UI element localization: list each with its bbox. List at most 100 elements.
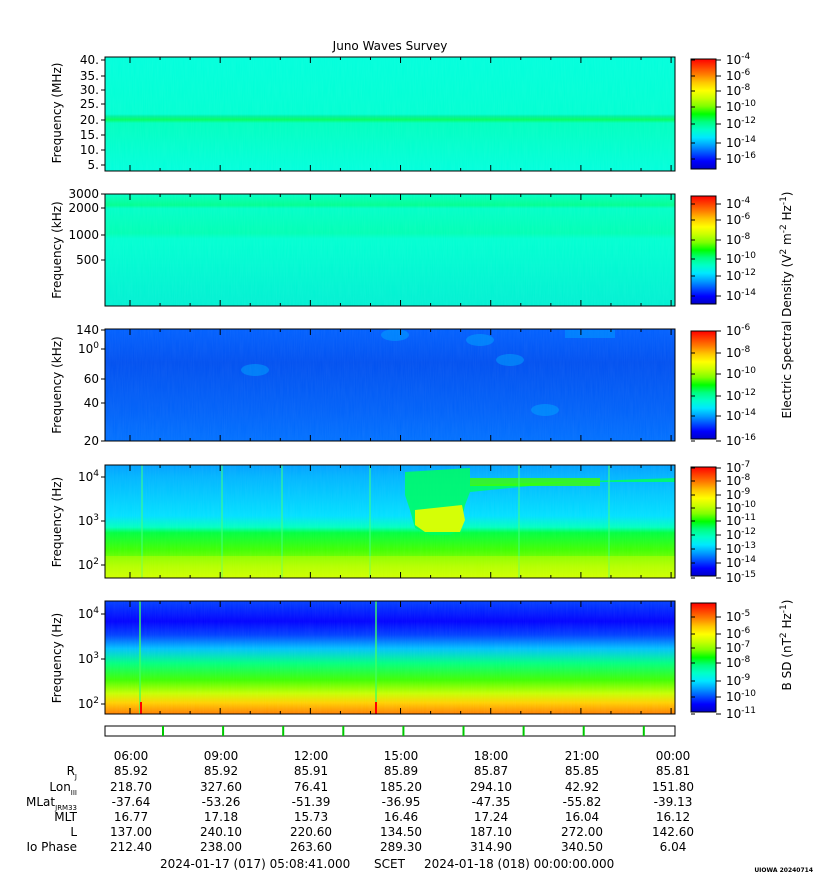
y-tick-label: 40 bbox=[84, 396, 99, 410]
ephemeris-value: 220.60 bbox=[290, 825, 332, 839]
panel-frame bbox=[104, 193, 676, 307]
ephemeris-row-label: L bbox=[70, 825, 77, 839]
y-tick-label: 104 bbox=[78, 606, 99, 621]
colorbar-5: 10-5 10-610-710-8 10-910-10 10-11 bbox=[690, 602, 756, 721]
figure-title: Juno Waves Survey bbox=[332, 39, 448, 53]
colorbar-tick-label: 10-12 bbox=[726, 388, 756, 403]
y-tick-label: 20 bbox=[84, 434, 99, 448]
y-tick-label: 30. bbox=[80, 83, 99, 97]
ephemeris-value: 85.87 bbox=[474, 764, 508, 778]
y-tick-label: 35. bbox=[80, 69, 99, 83]
time-range-start: 2024-01-17 (017) 05:08:41.000 bbox=[160, 857, 350, 871]
colorbar-4: 10-710-810-910-1010-1110-1210-1310-1410-… bbox=[690, 460, 756, 585]
y-tick-label: 1000 bbox=[68, 228, 99, 242]
y-tick-label: 102 bbox=[78, 696, 99, 711]
time-label: 18:00 bbox=[474, 749, 509, 763]
time-label: 09:00 bbox=[204, 749, 239, 763]
colorbar-label-electric: Electric Spectral Density (V2 m-2 Hz-1) bbox=[779, 191, 794, 418]
colorbar-tick-label: 10-9 bbox=[726, 673, 751, 688]
ephemeris-value: 76.41 bbox=[294, 780, 328, 794]
ephemeris-value: 340.50 bbox=[561, 840, 603, 854]
panel-frame bbox=[104, 328, 676, 442]
ephemeris-value: 137.00 bbox=[110, 825, 152, 839]
ephemeris-row-label: Io Phase bbox=[26, 840, 77, 854]
ephemeris-value: 42.92 bbox=[565, 780, 599, 794]
y-tick-label: 103 bbox=[78, 513, 99, 528]
ephemeris-value: 238.00 bbox=[200, 840, 242, 854]
ephemeris-value: 272.00 bbox=[561, 825, 603, 839]
colorbar-tick-label: 10-11 bbox=[726, 706, 756, 721]
ephemeris-value: 6.04 bbox=[660, 840, 687, 854]
y-tick-label: 10. bbox=[80, 143, 99, 157]
ephemeris-value: 327.60 bbox=[200, 780, 242, 794]
panel-1: 40. 35.30.25. 20.15.10.5. Frequency (MHz) 10… bbox=[50, 52, 756, 172]
colorbar-tick-label: 10-6 bbox=[726, 68, 751, 83]
colorbar-tick-label: 10-7 bbox=[726, 640, 750, 655]
ephemeris-value: 85.81 bbox=[656, 764, 690, 778]
colorbar-tick-label: 10-16 bbox=[726, 433, 756, 448]
footer-tag: UIOWA 20240714 bbox=[754, 867, 813, 874]
panel-4: 104 103 102 Frequency (Hz) 10-710-810-910-10… bbox=[50, 460, 756, 585]
ephemeris-value: 15.73 bbox=[294, 810, 328, 824]
y-tick-label: 3000 bbox=[68, 187, 99, 201]
colorbar-tick-label: 10-8 bbox=[726, 345, 751, 360]
time-label: 12:00 bbox=[294, 749, 329, 763]
ephemeris-value: 289.30 bbox=[380, 840, 422, 854]
y-tick-label: 100 bbox=[78, 341, 99, 356]
emission-feature bbox=[105, 465, 675, 578]
time-range-end: 2024-01-18 (018) 00:00:00.000 bbox=[424, 857, 614, 871]
ephemeris-value: 151.80 bbox=[652, 780, 694, 794]
ephemeris-value: -53.26 bbox=[202, 795, 241, 809]
heatmap-texture bbox=[105, 329, 675, 441]
ephemeris-value: -39.13 bbox=[654, 795, 693, 809]
ephemeris-value: 16.46 bbox=[384, 810, 418, 824]
ephemeris-row-label: MLT bbox=[54, 810, 77, 824]
y-tick-label: 103 bbox=[78, 651, 99, 666]
colorbar-tick-label: 10-10 bbox=[726, 99, 756, 114]
ephemeris-value: 85.85 bbox=[565, 764, 599, 778]
ephemeris-value: 16.77 bbox=[114, 810, 148, 824]
time-range-scet: SCET bbox=[374, 857, 406, 871]
colorbar-2: 10-410-6 10-8 10-10 10-12 10-14 bbox=[690, 195, 756, 305]
ephemeris-value: 85.92 bbox=[114, 764, 148, 778]
time-strip bbox=[104, 725, 676, 737]
colorbar-tick-label: 10-12 bbox=[726, 268, 756, 283]
ephemeris-value: 218.70 bbox=[110, 780, 152, 794]
colorbar-tick-label: 10-13 bbox=[726, 541, 756, 556]
colorbar-tick-label: 10-8 bbox=[726, 232, 751, 247]
ephemeris-value: 187.10 bbox=[470, 825, 512, 839]
y-axis-label: Frequency (MHz) bbox=[50, 63, 64, 164]
colorbar-tick-label: 10-4 bbox=[726, 196, 751, 211]
colorbar-tick-label: 10-12 bbox=[726, 527, 756, 542]
panel-5: 104 103 102 Frequency (Hz) 10-510-610-710-81… bbox=[50, 600, 756, 721]
ephemeris-value: 314.90 bbox=[470, 840, 512, 854]
y-axis-label: Frequency (kHz) bbox=[50, 336, 64, 433]
ephemeris-row-label: LonIII bbox=[49, 780, 77, 797]
panel-frame bbox=[104, 56, 676, 172]
ephemeris-value: 17.24 bbox=[474, 810, 508, 824]
colorbar-tick-label: 10-5 bbox=[726, 609, 750, 624]
y-axis-label: Frequency (Hz) bbox=[50, 613, 64, 704]
y-tick-label: 20. bbox=[80, 113, 99, 127]
ephemeris-value: 16.04 bbox=[565, 810, 599, 824]
y-tick-label: 60 bbox=[84, 372, 99, 386]
y-tick-label: 5. bbox=[88, 158, 99, 172]
ephemeris-value: -36.95 bbox=[382, 795, 421, 809]
colorbar-tick-label: 10-6 bbox=[726, 212, 751, 227]
y-tick-label: 15. bbox=[80, 128, 99, 142]
panel-frame bbox=[104, 600, 676, 715]
y-tick-label: 40. bbox=[80, 53, 99, 67]
colorbar-tick-label: 10-6 bbox=[726, 323, 751, 338]
y-axis-label: Frequency (kHz) bbox=[50, 201, 64, 298]
colorbar-tick-label: 10-14 bbox=[726, 408, 756, 423]
spike-features bbox=[139, 601, 377, 714]
colorbar-tick-label: 10-10 bbox=[726, 251, 756, 266]
ephemeris-value: 17.18 bbox=[204, 810, 238, 824]
ephemeris-value: 263.60 bbox=[290, 840, 332, 854]
ephemeris-value: 240.10 bbox=[200, 825, 242, 839]
colorbar-tick-label: 10-4 bbox=[726, 52, 751, 67]
colorbar-tick-label: 10-16 bbox=[726, 151, 756, 166]
